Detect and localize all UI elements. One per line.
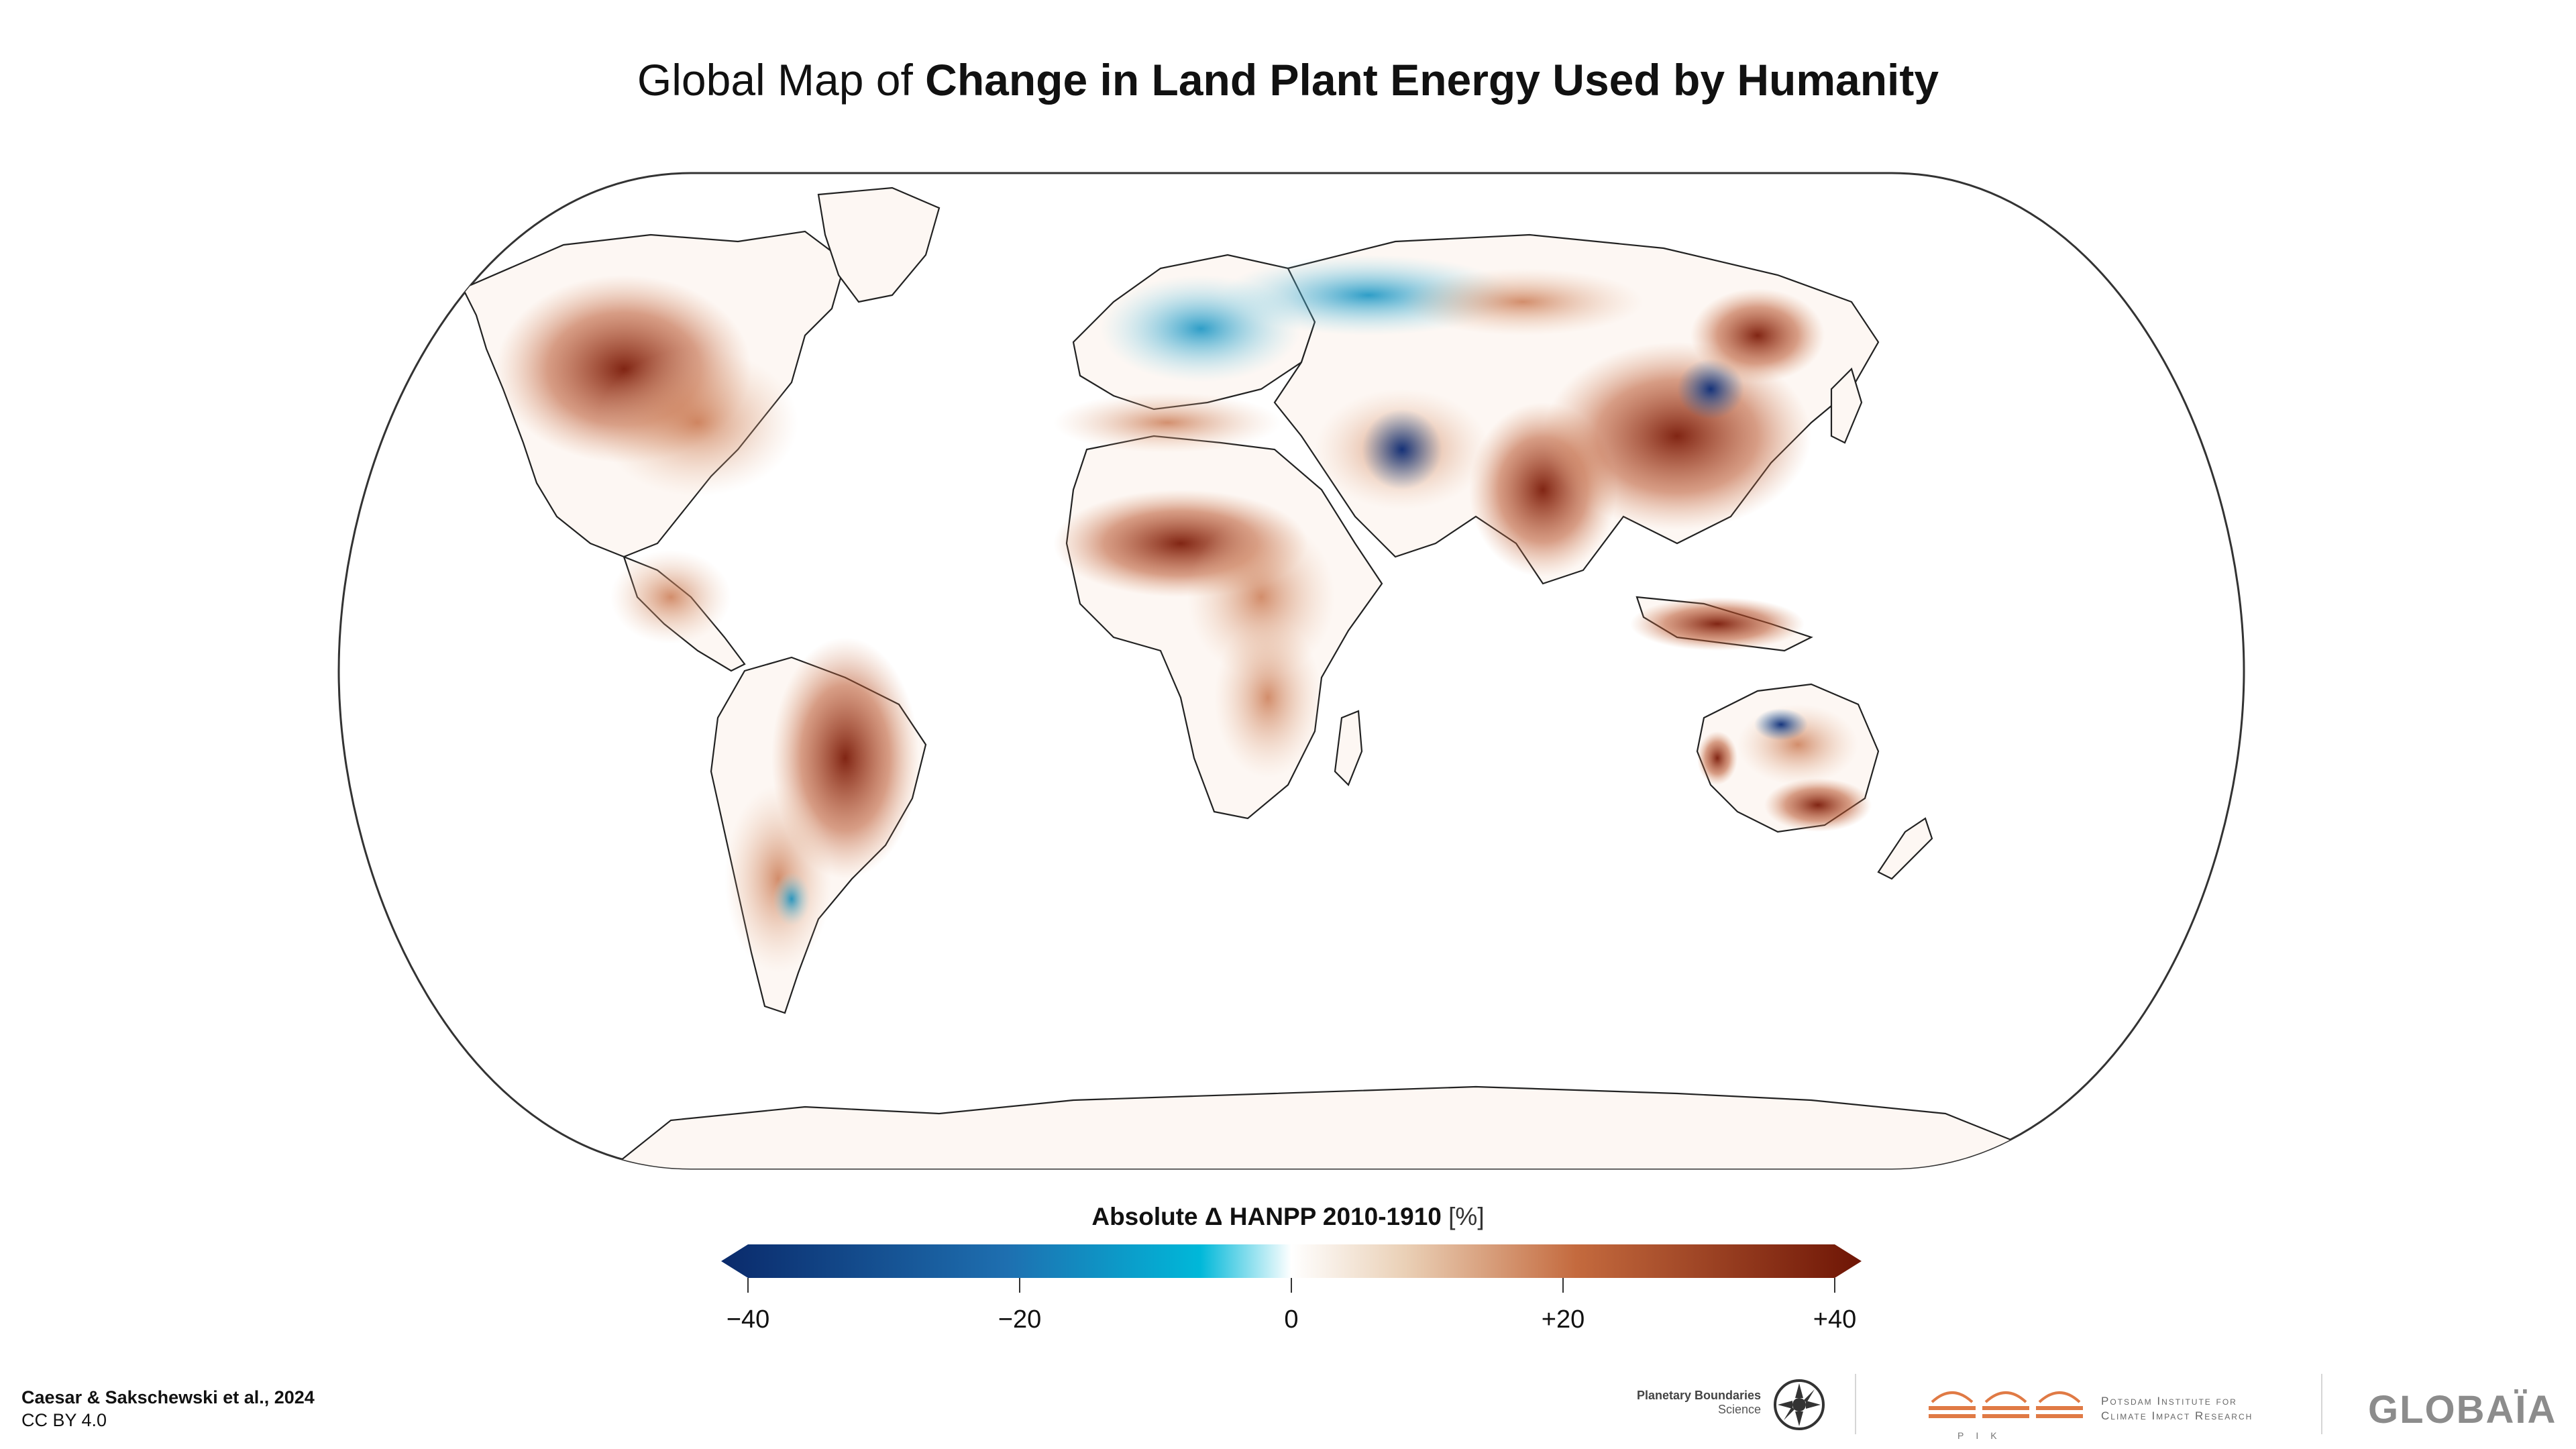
map-canvas	[337, 172, 2245, 1170]
tick-label-max: +40	[1813, 1305, 1857, 1334]
pbs-sub: Science	[1717, 1403, 1761, 1416]
pik-line-2: Climate Impact Research	[2101, 1409, 2253, 1422]
new-zealand	[1877, 817, 1933, 880]
pik-letters: PIK	[1957, 1430, 2009, 1441]
pik-line-1: Potsdam Institute for	[2101, 1395, 2237, 1407]
japan	[1830, 367, 1863, 444]
legend-title-main: Absolute Δ HANPP 2010-1910	[1091, 1203, 1442, 1230]
tick-label-pos-mid: +20	[1541, 1305, 1585, 1334]
credit-authors: Caesar & Sakschewski et al., 2024	[21, 1387, 315, 1407]
legend-title-unit: [%]	[1448, 1203, 1485, 1230]
pik-name: Potsdam Institute for Climate Impact Res…	[2101, 1394, 2253, 1424]
tick-label-neg-mid: −20	[998, 1305, 1042, 1334]
pik-logo-icon	[1929, 1391, 2083, 1418]
title-prefix: Global Map of	[637, 55, 926, 105]
logo-divider	[2321, 1374, 2322, 1434]
globaia-logo: GLOBAÏA	[2368, 1388, 2557, 1432]
colorbar-fill	[721, 1244, 1862, 1278]
planetary-boundaries-icon	[1774, 1379, 1825, 1430]
legend-title: Absolute Δ HANPP 2010-1910 [%]	[0, 1201, 2576, 1233]
source-credit: Caesar & Sakschewski et al., 2024 CC BY …	[21, 1386, 315, 1432]
logo-strip: Planetary Boundaries Science PIK Potsdam…	[1597, 1362, 2563, 1441]
pbs-logo-text: Planetary Boundaries Science	[1597, 1389, 1761, 1417]
world-map	[335, 168, 2247, 1174]
logo-divider	[1855, 1374, 1856, 1434]
pbs-name: Planetary Boundaries	[1636, 1389, 1761, 1402]
tick-label-min: −40	[726, 1305, 770, 1334]
credit-license: CC BY 4.0	[21, 1410, 107, 1430]
madagascar	[1334, 710, 1363, 786]
title-emphasis: Change in Land Plant Energy Used by Huma…	[925, 55, 1939, 105]
hanpp-overlay	[496, 255, 1872, 973]
greenland	[817, 186, 941, 303]
tick-label-zero: 0	[1284, 1305, 1299, 1334]
page-title: Global Map of Change in Land Plant Energ…	[0, 50, 2576, 110]
colorbar	[721, 1244, 1862, 1293]
